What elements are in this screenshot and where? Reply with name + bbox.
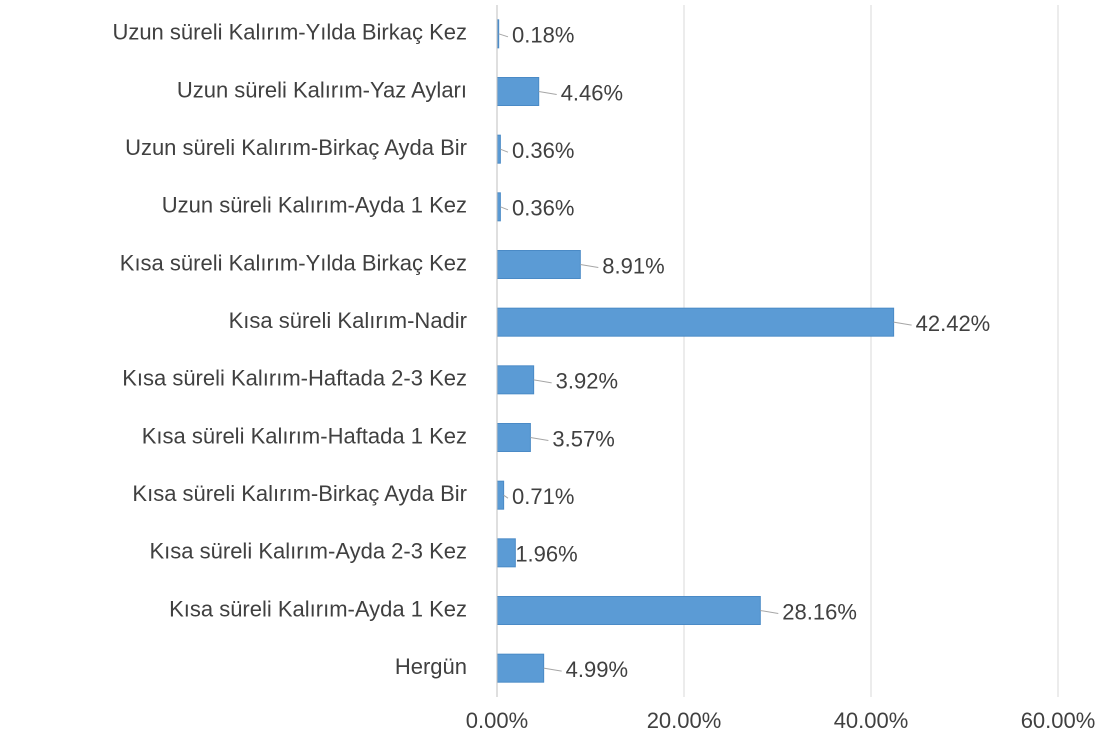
bar: [496, 480, 505, 510]
y-tick-label: Kısa süreli Kalırım-Birkaç Ayda Bir: [132, 481, 467, 506]
bar: [496, 596, 761, 625]
leader-line: [893, 321, 912, 326]
leader-line: [543, 667, 562, 672]
leader-line: [498, 33, 509, 38]
y-tick-label: Uzun süreli Kalırım-Yaz Ayları: [177, 77, 467, 102]
x-tick-label: 40.00%: [834, 708, 909, 733]
bar: [496, 538, 516, 568]
data-label: 4.99%: [566, 657, 628, 682]
bar: [496, 192, 501, 222]
leader-line: [500, 148, 509, 153]
bar: [496, 307, 895, 337]
leader-line: [503, 494, 509, 499]
data-label: 1.96%: [515, 542, 577, 567]
data-label: 42.42%: [916, 311, 991, 336]
data-label: 0.18%: [512, 23, 574, 48]
data-label: 0.71%: [512, 484, 574, 509]
data-label: 4.46%: [561, 80, 623, 105]
y-tick-label: Kısa süreli Kalırım-Haftada 2-3 Kez: [122, 366, 467, 391]
leader-line: [530, 437, 549, 441]
data-label: 3.92%: [556, 369, 618, 394]
y-tick-label: Kısa süreli Kalırım-Nadir: [229, 308, 467, 333]
leader-line: [538, 91, 557, 95]
bar: [496, 653, 545, 683]
y-tick-label: Kısa süreli Kalırım-Ayda 2-3 Kez: [150, 539, 468, 564]
leader-line: [760, 610, 779, 614]
y-tick-label: Uzun süreli Kalırım-Yılda Birkaç Kez: [112, 20, 467, 45]
bar: [496, 423, 531, 452]
data-label: 28.16%: [782, 599, 857, 624]
bar: [496, 250, 581, 279]
bar: [496, 77, 540, 106]
data-label: 0.36%: [512, 138, 574, 163]
x-tick-label: 0.00%: [466, 708, 528, 733]
x-tick-label: 60.00%: [1021, 708, 1096, 733]
y-tick-label: Kısa süreli Kalırım-Haftada 1 Kez: [142, 423, 467, 448]
leader-line: [580, 264, 599, 268]
y-tick-label: Kısa süreli Kalırım-Ayda 1 Kez: [169, 596, 467, 621]
leader-line: [533, 379, 552, 384]
x-tick-label: 20.00%: [647, 708, 722, 733]
bar: [496, 134, 501, 164]
y-tick-label: Hergün: [395, 654, 467, 679]
data-label: 8.91%: [602, 253, 664, 278]
y-tick-label: Uzun süreli Kalırım-Ayda 1 Kez: [162, 193, 467, 218]
bar: [496, 365, 535, 395]
y-tick-label: Kısa süreli Kalırım-Yılda Birkaç Kez: [120, 250, 467, 275]
data-label: 3.57%: [552, 426, 614, 451]
leader-line: [500, 206, 509, 211]
y-tick-label: Uzun süreli Kalırım-Birkaç Ayda Bir: [125, 135, 467, 160]
data-label: 0.36%: [512, 196, 574, 221]
